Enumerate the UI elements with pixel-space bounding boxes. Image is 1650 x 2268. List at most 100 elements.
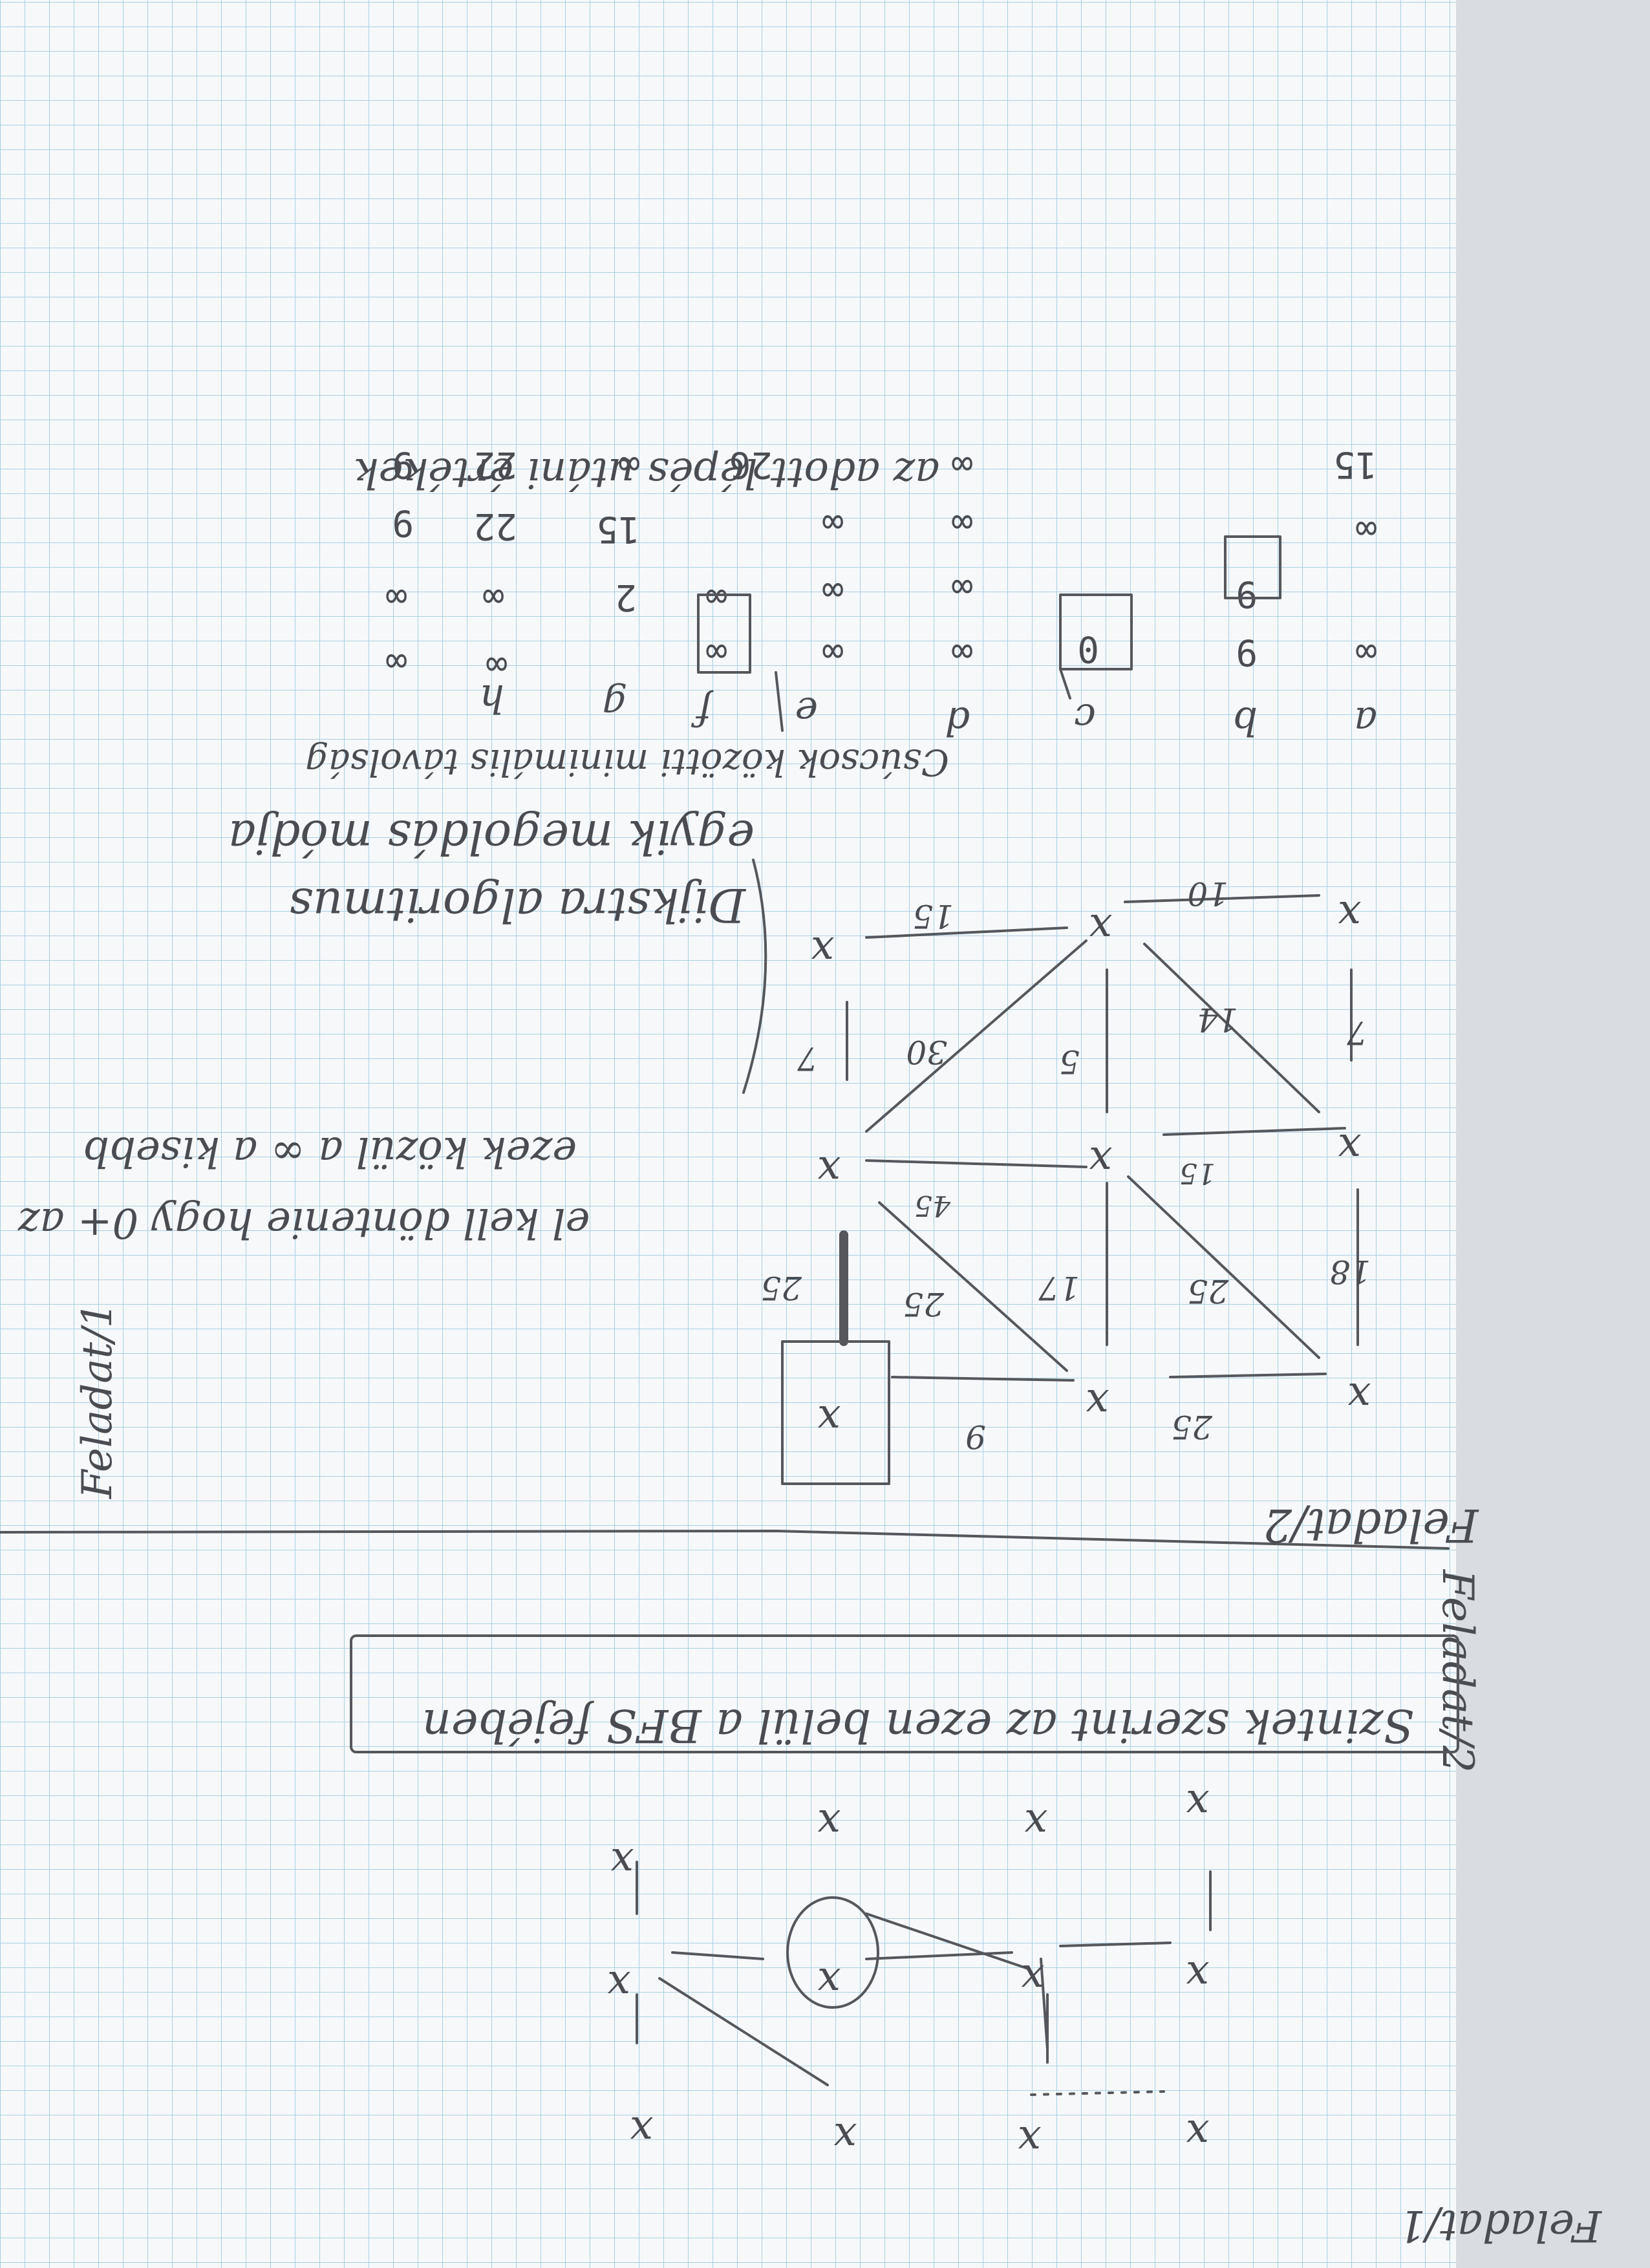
table-cell: ∞ [385, 576, 407, 618]
distance-table: a b c d e f g h ∞ 9 0 ∞ ∞ ∞ ∞ ∞ 9 ∞ ∞ ∞ … [385, 444, 1377, 744]
edge-line [671, 1951, 764, 1960]
weight-label: 25 [1171, 1408, 1213, 1446]
table-cell: ∞ [482, 576, 504, 618]
table-cell: ∞ [951, 502, 973, 544]
weight-label: 7 [797, 1040, 818, 1077]
node-label-x-d: x [1338, 1124, 1361, 1172]
weight-label: 7 [1347, 1014, 1367, 1051]
node-x-h-left: x [610, 1839, 634, 1887]
weight-label: 15 [912, 897, 954, 935]
table-header: d [945, 698, 970, 744]
node-label-x-f: x [817, 1147, 841, 1195]
section-feladat-1: Feladat/1 [74, 1301, 122, 1499]
feladat-2-label: Feladat/2 [1263, 1499, 1479, 1552]
node-x-a: x [1186, 2110, 1209, 2158]
table-cell: ∞ [705, 576, 727, 618]
table-cell: ∞ [1355, 631, 1377, 673]
section-label-feladat-1: Feladat/1 [74, 1301, 122, 1499]
table-header: b [1233, 698, 1258, 744]
node-x-b: x [1018, 2117, 1041, 2165]
weight-label: 14 [1197, 1001, 1238, 1038]
table-cell: 9 [392, 502, 414, 544]
table-cell: ∞ [1355, 508, 1377, 550]
note-smaller: ezek közül a ∞ a kisebb [83, 1128, 577, 1175]
node-label-x-h: x [1089, 904, 1112, 952]
edge-horz [865, 1159, 1088, 1168]
node-x-d: x [630, 2107, 653, 2155]
weight-label: 25 [903, 1285, 945, 1323]
bfs-graph [350, 1634, 1459, 2096]
table-cell: ∞ [822, 570, 844, 612]
edge-a-b [891, 1376, 1075, 1382]
table-cell: ∞ [705, 631, 727, 673]
node-label-x-g: x [1338, 892, 1361, 939]
table-cell: 2 [615, 576, 637, 618]
table-cell: 0 [1077, 628, 1099, 670]
table-cell: 9 [392, 444, 414, 486]
weight-label: 25 [760, 1269, 802, 1307]
weight-label: 10 [1187, 875, 1228, 912]
table-arrow-mark [775, 671, 784, 732]
table-cell: ∞ [951, 444, 973, 486]
node-x-g-circled: x [817, 1958, 841, 2006]
edge-horz [1162, 1127, 1346, 1136]
table-header: e [795, 689, 818, 734]
node-x-e-top: x [817, 1800, 841, 1848]
note-dijkstra: Dijkstra algoritmus [289, 878, 747, 932]
table-cell: 9 [1236, 573, 1258, 615]
node-x-e-left: x [607, 1962, 630, 2009]
table-highlight-box [1224, 535, 1281, 599]
table-cell: ∞ [486, 644, 508, 686]
table-cell: 15 [597, 508, 640, 550]
table-highlight-box [697, 594, 751, 674]
table-caption: az adott lépés utáni értékek [354, 449, 940, 497]
table-header: h [479, 676, 504, 721]
table-cell: ∞ [618, 444, 640, 486]
node-x-f: x [1021, 1955, 1044, 2003]
edge-diag [865, 939, 1088, 1133]
table-cell: 26 [729, 444, 773, 486]
highlighted-node-circle [786, 1896, 879, 2009]
edge-a-c [1169, 1373, 1327, 1378]
table-cell: ∞ [385, 641, 407, 683]
table-highlight-box [1059, 594, 1133, 670]
weight-label: 25 [1187, 1272, 1229, 1310]
table-header: g [603, 682, 627, 727]
edge-line [658, 1977, 829, 2086]
table-tick-mark [1059, 668, 1071, 700]
table-header: c [1074, 695, 1096, 740]
feladat-1-label: Feladat/1 [1398, 2201, 1602, 2251]
node-label-x-a: x [1347, 1373, 1371, 1421]
weight-label: 30 [906, 1033, 947, 1071]
table-title: Csúcsok közötti minimális távolság [305, 741, 949, 783]
edge-horz [1124, 894, 1320, 903]
edge-line [1059, 1942, 1172, 1947]
start-node-box [781, 1340, 890, 1485]
weight-label: 9 [965, 1418, 986, 1455]
weight-label: 5 [1059, 1043, 1080, 1080]
table-cell: ∞ [822, 631, 844, 673]
dijkstra-graph [742, 859, 1359, 1485]
node-label-x-e: x [1089, 1137, 1112, 1185]
upside-down-content: Feladat/1 Feladat/2 [74, 1301, 1483, 1773]
note-decide: el kell döntenie hogy 0+ az [17, 1199, 590, 1246]
section-divider [0, 1530, 1450, 1550]
bfs-caption-box [350, 1634, 1459, 1753]
table-cell: ∞ [951, 566, 973, 608]
table-cell: 15 [1334, 444, 1377, 486]
edge-diag [1127, 1175, 1320, 1359]
edge-diag [878, 1201, 1068, 1372]
edge-diag [1143, 943, 1320, 1113]
bracket-curve [742, 859, 767, 1094]
node-label-x-top-left: x [811, 927, 834, 975]
bfs-caption: Szintek szerint az ezen belül a BFS fejé… [422, 1699, 1414, 1752]
node-label-x-c: x [817, 1396, 841, 1444]
edge-line [865, 1951, 1013, 1960]
table-cell: 22 [474, 444, 517, 486]
edge-horz [865, 926, 1068, 939]
weight-label: 45 [914, 1189, 951, 1222]
weight-label: 17 [1038, 1269, 1080, 1307]
weight-label: 18 [1329, 1253, 1371, 1290]
